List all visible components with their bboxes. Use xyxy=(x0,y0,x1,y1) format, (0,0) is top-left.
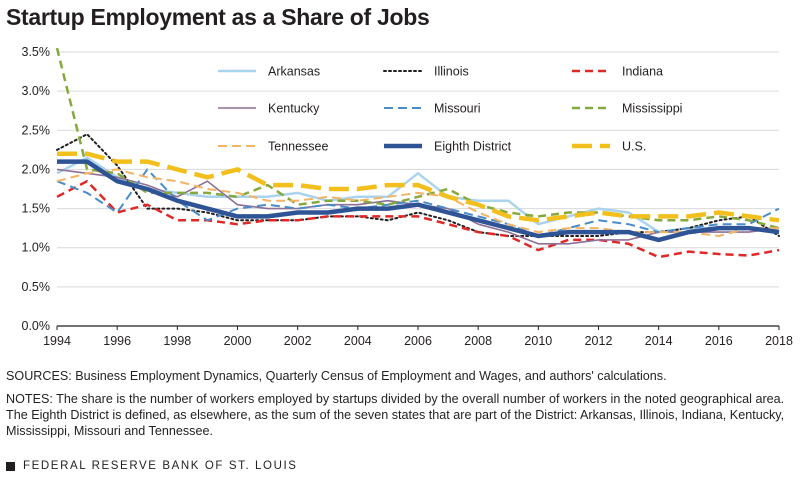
y-tick-label: 0.5% xyxy=(22,280,51,294)
footer-label: FEDERAL RESERVE BANK OF ST. LOUIS xyxy=(23,460,298,472)
legend-label-eighth-district: Eighth District xyxy=(434,140,512,154)
legend-label-arkansas: Arkansas xyxy=(268,65,320,79)
notes-text: NOTES: The share is the number of worker… xyxy=(6,392,785,438)
x-tick-label: 2016 xyxy=(705,334,733,348)
x-tick-label: 2008 xyxy=(464,334,492,348)
legend-label-indiana: Indiana xyxy=(622,65,663,79)
series-lines xyxy=(55,47,780,259)
series-line-eighth-district xyxy=(57,159,780,243)
gridlines xyxy=(57,51,779,288)
legend-label-u-s: U.S. xyxy=(622,140,646,154)
footer-square-icon xyxy=(6,461,15,471)
legend-label-mississippi: Mississippi xyxy=(622,102,682,116)
y-tick-label: 2.0% xyxy=(22,162,51,176)
y-tick-label: 1.5% xyxy=(22,202,51,216)
chart-title: Startup Employment as a Share of Jobs xyxy=(6,4,430,30)
legend-label-illinois: Illinois xyxy=(434,65,469,79)
x-tick-label: 2010 xyxy=(524,334,552,348)
legend-label-tennessee: Tennessee xyxy=(268,140,329,154)
x-tick-label: 2002 xyxy=(284,334,312,348)
y-tick-label: 3.0% xyxy=(22,84,51,98)
series-line-indiana xyxy=(56,179,780,259)
series-line-u-s xyxy=(57,151,780,223)
series-line-tennessee xyxy=(56,168,779,237)
axes: 0.0% 0.5% 1.0% 1.5% 2.0% 2.5% 3.0% 3.5% 1994 1996… xyxy=(22,45,793,348)
x-tick-label: 1998 xyxy=(163,334,191,348)
legend: Arkansas Illinois Indiana Kentucky Missouri M… xyxy=(218,65,682,154)
y-tick-label: 2.5% xyxy=(22,123,51,137)
legend-label-missouri: Missouri xyxy=(434,102,481,116)
x-tick-label: 2004 xyxy=(344,334,372,348)
x-tick-label: 2000 xyxy=(224,334,252,348)
series-line-mississippi xyxy=(55,47,780,230)
y-tick-label: 1.0% xyxy=(22,241,51,255)
legend-label-kentucky: Kentucky xyxy=(268,102,320,116)
y-tick-label: 3.5% xyxy=(22,45,51,59)
x-tick-label: 2018 xyxy=(765,334,793,348)
x-tick-label: 2006 xyxy=(404,334,432,348)
footer: FEDERAL RESERVE BANK OF ST. LOUIS xyxy=(6,460,298,472)
x-tick-label: 1996 xyxy=(103,334,131,348)
x-tick-label: 2012 xyxy=(585,334,613,348)
x-tick-label: 2014 xyxy=(645,334,673,348)
series-line-missouri xyxy=(56,168,780,237)
y-tick-label: 0.0% xyxy=(22,319,51,333)
x-tick-label: 1994 xyxy=(43,334,71,348)
sources-note: SOURCES: Business Employment Dynamics, Q… xyxy=(6,369,667,383)
